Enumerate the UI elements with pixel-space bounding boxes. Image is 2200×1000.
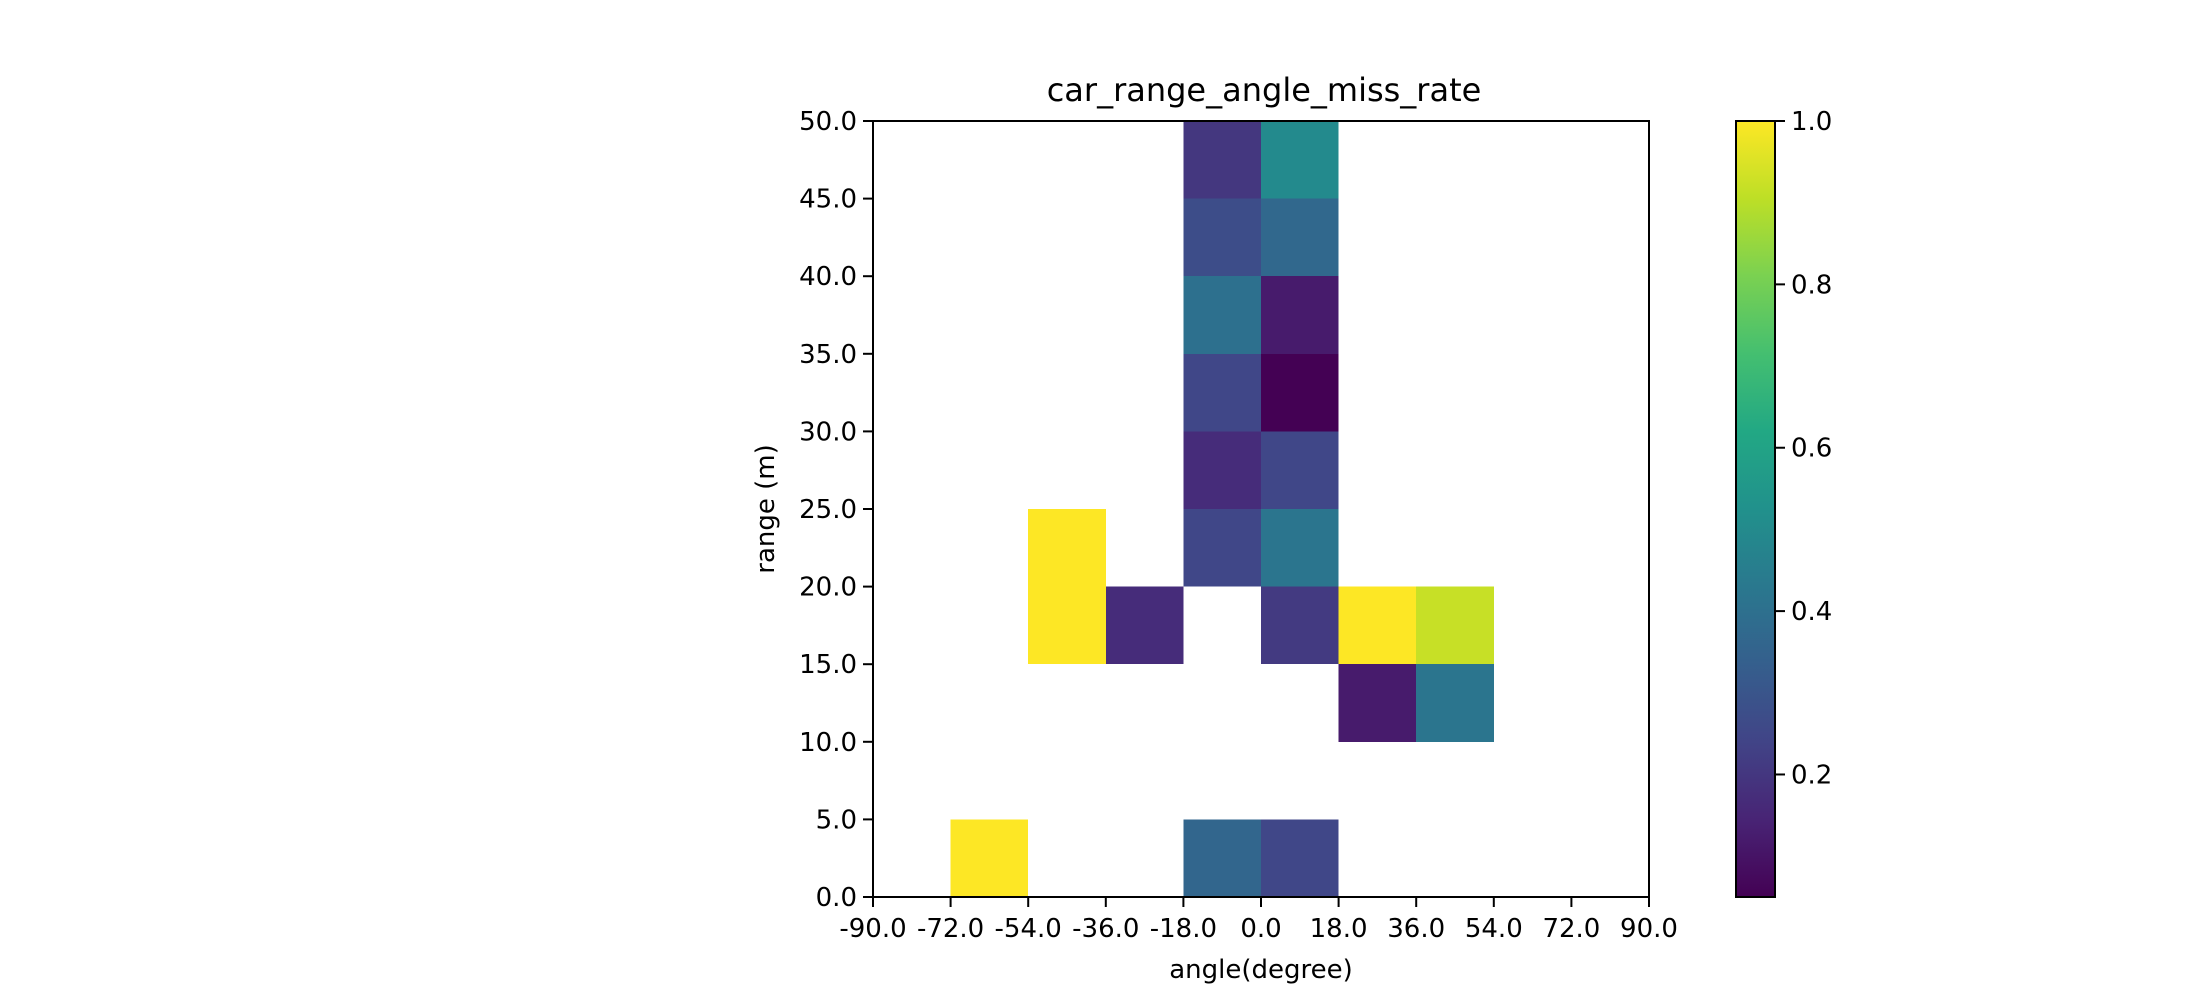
heatmap-cell: [1183, 198, 1261, 277]
heatmap-cell: [1183, 276, 1261, 354]
x-tick-label: -72.0: [917, 914, 984, 944]
heatmap-cell: [1105, 586, 1184, 665]
y-tick-label: 5.0: [816, 805, 857, 835]
heatmap-cell: [1183, 509, 1261, 587]
heatmap-cell: [950, 819, 1029, 897]
x-tick-label: -90.0: [839, 914, 906, 944]
y-tick-label: 35.0: [799, 340, 857, 370]
heatmap-cell: [1416, 664, 1494, 742]
x-tick-label: 54.0: [1465, 914, 1523, 944]
x-axis-label: angle(degree): [1169, 955, 1353, 985]
y-tick-label: 50.0: [799, 107, 857, 137]
heatmap-cell: [1416, 586, 1494, 665]
x-tick-label: 0.0: [1240, 914, 1281, 944]
heatmap-cell: [1338, 664, 1417, 742]
x-tick-label: -18.0: [1150, 914, 1217, 944]
heatmap-cell: [1261, 353, 1339, 432]
heatmap-cell: [1028, 509, 1106, 587]
colorbar-tick-label: 0.2: [1791, 760, 1832, 790]
colorbar-tick-label: 0.6: [1791, 434, 1832, 464]
y-tick-label: 0.0: [816, 883, 857, 913]
y-tick-label: 20.0: [799, 573, 857, 603]
x-tick-label: 36.0: [1387, 914, 1445, 944]
heatmap-cell: [1261, 586, 1339, 665]
heatmap-cell: [1261, 276, 1339, 354]
x-tick-label: -36.0: [1072, 914, 1139, 944]
y-tick-label: 40.0: [799, 262, 857, 292]
heatmap-cell: [1183, 121, 1261, 199]
x-tick-label: -54.0: [995, 914, 1062, 944]
colorbar: [1735, 120, 1776, 898]
heatmap-cell: [1261, 198, 1339, 277]
x-tick-label: 90.0: [1620, 914, 1678, 944]
heatmap-cells: [950, 121, 1494, 897]
y-tick-label: 10.0: [799, 728, 857, 758]
colorbar-ticks: 0.2 0.4 0.6 0.8 1.0: [1775, 107, 1832, 790]
heatmap-cell: [1028, 586, 1106, 665]
heatmap-cell: [1183, 819, 1261, 897]
y-tick-label: 25.0: [799, 495, 857, 525]
y-tick-label: 30.0: [799, 417, 857, 447]
heatmap-cell: [1261, 431, 1339, 509]
colorbar-tick-label: 0.4: [1791, 597, 1832, 627]
heatmap-cell: [1183, 353, 1261, 432]
x-axis-ticks: -90.0 -72.0 -54.0 -36.0 -18.0 0.0 18.0 36.0 54.0…: [839, 897, 1678, 944]
heatmap-cell: [1261, 509, 1339, 587]
heatmap-cell: [1183, 431, 1261, 509]
y-tick-label: 45.0: [799, 185, 857, 215]
heatmap-cell: [1261, 819, 1339, 897]
x-tick-label: 18.0: [1310, 914, 1368, 944]
x-tick-label: 72.0: [1542, 914, 1600, 944]
colorbar-tick-label: 0.8: [1791, 270, 1832, 300]
y-axis-ticks: 0.0 5.0 10.0 15.0 20.0 25.0 30.0 35.0 40.0 45.0 50…: [799, 107, 873, 913]
heatmap-cell: [1261, 121, 1339, 199]
y-tick-label: 15.0: [799, 650, 857, 680]
y-axis-label: range (m): [751, 444, 781, 573]
chart-title: car_range_angle_miss_rate: [1047, 71, 1482, 109]
heatmap-cell: [1338, 586, 1417, 665]
colorbar-tick-label: 1.0: [1791, 107, 1832, 137]
